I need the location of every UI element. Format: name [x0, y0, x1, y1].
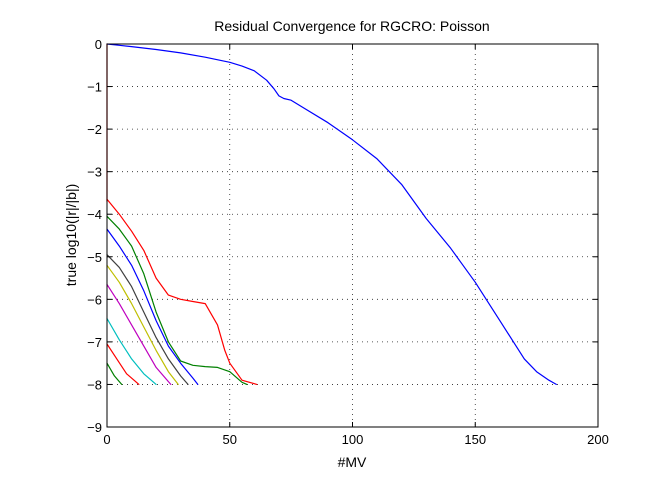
y-tick-label: −3 [87, 165, 102, 180]
x-tick-label: 0 [103, 432, 110, 447]
series-line-3 [106, 198, 258, 385]
series-line-1 [106, 43, 557, 385]
series-line-5 [106, 228, 199, 385]
series-line-9 [106, 317, 157, 385]
y-tick-label: −9 [87, 420, 102, 435]
grid-lines [107, 44, 598, 427]
y-tick-label: −5 [87, 250, 102, 265]
chart-title: Residual Convergence for RGCRO: Poisson [214, 18, 489, 34]
series-line-6 [106, 254, 189, 385]
plot-series [106, 43, 557, 385]
y-tick-label: −2 [87, 122, 102, 137]
series-line-11 [106, 362, 123, 385]
axis-ticks: 0 50 100 150 200 0 −1 −2 −3 −4 −5 −6 −7 −8 −9 [87, 37, 609, 447]
x-axis-label: #MV [338, 454, 367, 470]
y-tick-label: −1 [87, 80, 102, 95]
x-tick-label: 100 [342, 432, 364, 447]
x-tick-label: 150 [464, 432, 486, 447]
series-line-8 [106, 283, 172, 385]
y-tick-label: −6 [87, 292, 102, 307]
x-tick-label: 50 [223, 432, 237, 447]
y-axis-label: true log10(|r|/|b|) [63, 184, 79, 286]
y-tick-label: −4 [87, 207, 102, 222]
x-tick-label: 200 [587, 432, 609, 447]
y-tick-label: 0 [95, 37, 102, 52]
y-tick-label: −8 [87, 377, 102, 392]
series-line-4 [106, 215, 248, 385]
y-tick-label: −7 [87, 335, 102, 350]
series-line-7 [106, 264, 179, 385]
series-line-10 [106, 343, 140, 385]
